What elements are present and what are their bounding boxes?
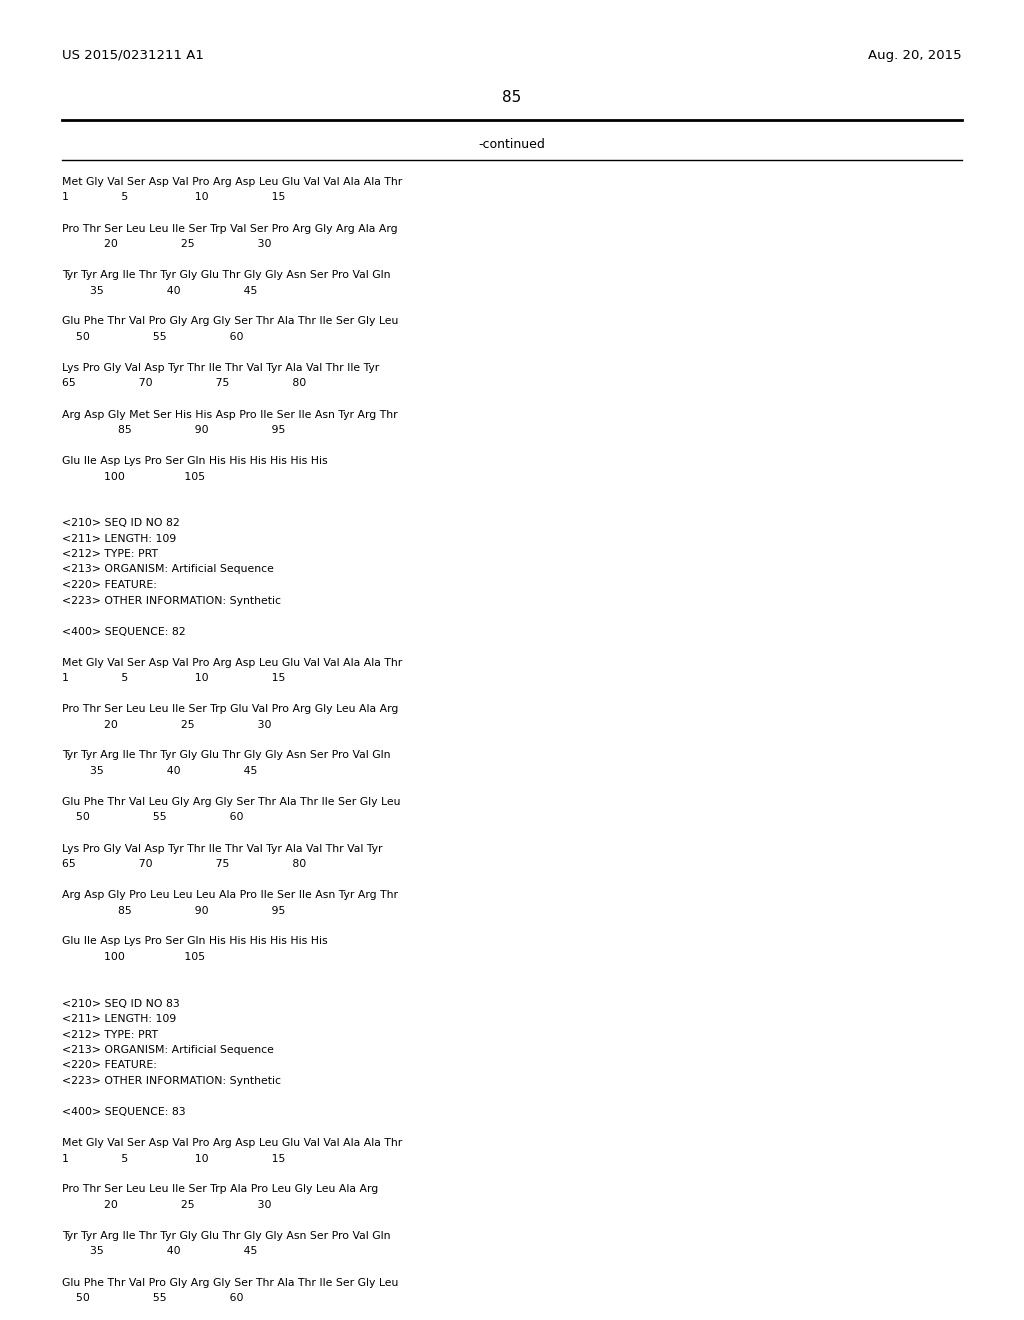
Text: Glu Phe Thr Val Leu Gly Arg Gly Ser Thr Ala Thr Ile Ser Gly Leu: Glu Phe Thr Val Leu Gly Arg Gly Ser Thr …: [62, 797, 400, 807]
Text: Glu Phe Thr Val Pro Gly Arg Gly Ser Thr Ala Thr Ile Ser Gly Leu: Glu Phe Thr Val Pro Gly Arg Gly Ser Thr …: [62, 317, 398, 326]
Text: 20                  25                  30: 20 25 30: [62, 1200, 271, 1210]
Text: <210> SEQ ID NO 82: <210> SEQ ID NO 82: [62, 517, 180, 528]
Text: 100                 105: 100 105: [62, 471, 205, 482]
Text: 50                  55                  60: 50 55 60: [62, 813, 244, 822]
Text: Pro Thr Ser Leu Leu Ile Ser Trp Glu Val Pro Arg Gly Leu Ala Arg: Pro Thr Ser Leu Leu Ile Ser Trp Glu Val …: [62, 704, 398, 714]
Text: Tyr Tyr Arg Ile Thr Tyr Gly Glu Thr Gly Gly Asn Ser Pro Val Gln: Tyr Tyr Arg Ile Thr Tyr Gly Glu Thr Gly …: [62, 751, 390, 760]
Text: Lys Pro Gly Val Asp Tyr Thr Ile Thr Val Tyr Ala Val Thr Val Tyr: Lys Pro Gly Val Asp Tyr Thr Ile Thr Val …: [62, 843, 383, 854]
Text: Glu Ile Asp Lys Pro Ser Gln His His His His His His: Glu Ile Asp Lys Pro Ser Gln His His His …: [62, 936, 328, 946]
Text: <220> FEATURE:: <220> FEATURE:: [62, 1060, 157, 1071]
Text: <211> LENGTH: 109: <211> LENGTH: 109: [62, 533, 176, 544]
Text: <212> TYPE: PRT: <212> TYPE: PRT: [62, 549, 158, 558]
Text: Pro Thr Ser Leu Leu Ile Ser Trp Ala Pro Leu Gly Leu Ala Arg: Pro Thr Ser Leu Leu Ile Ser Trp Ala Pro …: [62, 1184, 378, 1195]
Text: Arg Asp Gly Met Ser His His Asp Pro Ile Ser Ile Asn Tyr Arg Thr: Arg Asp Gly Met Ser His His Asp Pro Ile …: [62, 409, 397, 420]
Text: 50                  55                  60: 50 55 60: [62, 1294, 244, 1303]
Text: <213> ORGANISM: Artificial Sequence: <213> ORGANISM: Artificial Sequence: [62, 565, 273, 574]
Text: <223> OTHER INFORMATION: Synthetic: <223> OTHER INFORMATION: Synthetic: [62, 1076, 281, 1086]
Text: Tyr Tyr Arg Ile Thr Tyr Gly Glu Thr Gly Gly Asn Ser Pro Val Gln: Tyr Tyr Arg Ile Thr Tyr Gly Glu Thr Gly …: [62, 271, 390, 280]
Text: Pro Thr Ser Leu Leu Ile Ser Trp Val Ser Pro Arg Gly Arg Ala Arg: Pro Thr Ser Leu Leu Ile Ser Trp Val Ser …: [62, 223, 397, 234]
Text: 20                  25                  30: 20 25 30: [62, 239, 271, 249]
Text: 20                  25                  30: 20 25 30: [62, 719, 271, 730]
Text: Glu Phe Thr Val Pro Gly Arg Gly Ser Thr Ala Thr Ile Ser Gly Leu: Glu Phe Thr Val Pro Gly Arg Gly Ser Thr …: [62, 1278, 398, 1287]
Text: 35                  40                  45: 35 40 45: [62, 766, 257, 776]
Text: US 2015/0231211 A1: US 2015/0231211 A1: [62, 49, 204, 62]
Text: Met Gly Val Ser Asp Val Pro Arg Asp Leu Glu Val Val Ala Ala Thr: Met Gly Val Ser Asp Val Pro Arg Asp Leu …: [62, 177, 402, 187]
Text: <400> SEQUENCE: 82: <400> SEQUENCE: 82: [62, 627, 185, 636]
Text: 1               5                   10                  15: 1 5 10 15: [62, 673, 286, 682]
Text: <211> LENGTH: 109: <211> LENGTH: 109: [62, 1014, 176, 1024]
Text: Glu Ile Asp Lys Pro Ser Gln His His His His His His: Glu Ile Asp Lys Pro Ser Gln His His His …: [62, 455, 328, 466]
Text: 100                 105: 100 105: [62, 952, 205, 962]
Text: <210> SEQ ID NO 83: <210> SEQ ID NO 83: [62, 998, 180, 1008]
Text: Arg Asp Gly Pro Leu Leu Leu Ala Pro Ile Ser Ile Asn Tyr Arg Thr: Arg Asp Gly Pro Leu Leu Leu Ala Pro Ile …: [62, 890, 398, 900]
Text: 85                  90                  95: 85 90 95: [62, 906, 286, 916]
Text: Aug. 20, 2015: Aug. 20, 2015: [868, 49, 962, 62]
Text: 35                  40                  45: 35 40 45: [62, 1246, 257, 1257]
Text: 50                  55                  60: 50 55 60: [62, 333, 244, 342]
Text: <220> FEATURE:: <220> FEATURE:: [62, 579, 157, 590]
Text: Met Gly Val Ser Asp Val Pro Arg Asp Leu Glu Val Val Ala Ala Thr: Met Gly Val Ser Asp Val Pro Arg Asp Leu …: [62, 1138, 402, 1148]
Text: 35                  40                  45: 35 40 45: [62, 285, 257, 296]
Text: Met Gly Val Ser Asp Val Pro Arg Asp Leu Glu Val Val Ala Ala Thr: Met Gly Val Ser Asp Val Pro Arg Asp Leu …: [62, 657, 402, 668]
Text: 65                  70                  75                  80: 65 70 75 80: [62, 379, 306, 388]
Text: 1               5                   10                  15: 1 5 10 15: [62, 1154, 286, 1163]
Text: <212> TYPE: PRT: <212> TYPE: PRT: [62, 1030, 158, 1040]
Text: <223> OTHER INFORMATION: Synthetic: <223> OTHER INFORMATION: Synthetic: [62, 595, 281, 606]
Text: 85: 85: [503, 91, 521, 106]
Text: Tyr Tyr Arg Ile Thr Tyr Gly Glu Thr Gly Gly Asn Ser Pro Val Gln: Tyr Tyr Arg Ile Thr Tyr Gly Glu Thr Gly …: [62, 1232, 390, 1241]
Text: <400> SEQUENCE: 83: <400> SEQUENCE: 83: [62, 1107, 185, 1117]
Text: 85                  90                  95: 85 90 95: [62, 425, 286, 436]
Text: 1               5                   10                  15: 1 5 10 15: [62, 193, 286, 202]
Text: -continued: -continued: [478, 139, 546, 152]
Text: <213> ORGANISM: Artificial Sequence: <213> ORGANISM: Artificial Sequence: [62, 1045, 273, 1055]
Text: Lys Pro Gly Val Asp Tyr Thr Ile Thr Val Tyr Ala Val Thr Ile Tyr: Lys Pro Gly Val Asp Tyr Thr Ile Thr Val …: [62, 363, 379, 374]
Text: 65                  70                  75                  80: 65 70 75 80: [62, 859, 306, 869]
